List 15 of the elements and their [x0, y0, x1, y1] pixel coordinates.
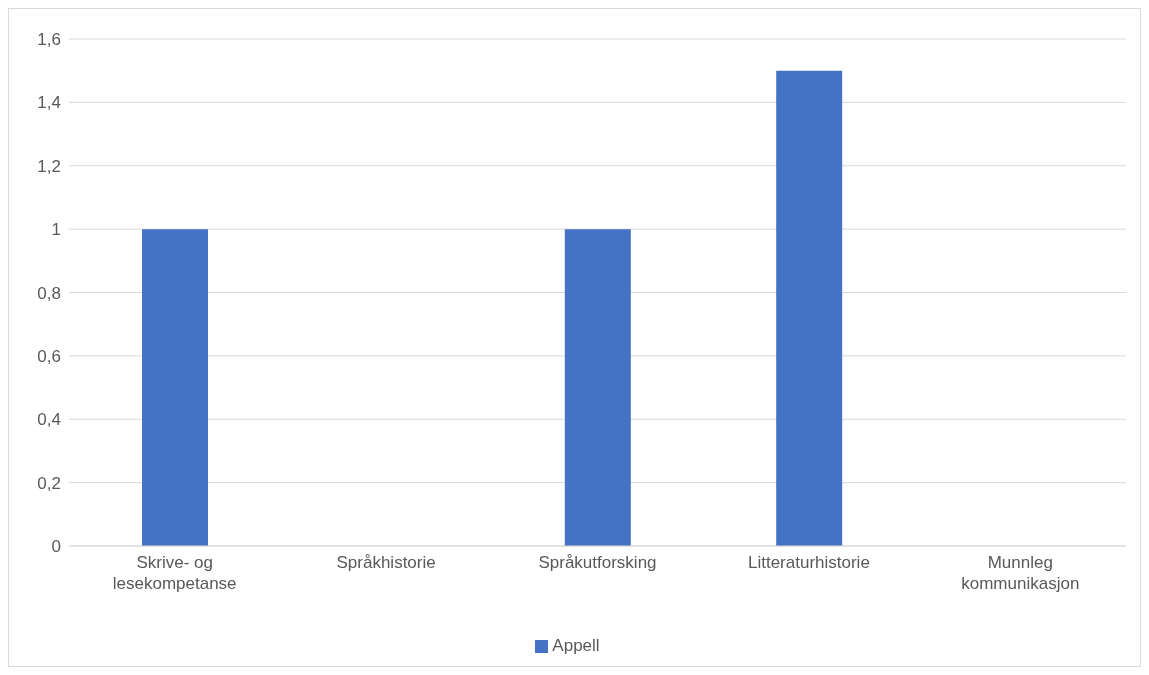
legend-label: Appell	[552, 636, 600, 655]
y-tick-label: 1,6	[37, 30, 61, 50]
x-tick-label: Skrive- og lesekompetanse	[112, 553, 237, 593]
y-tick-label: 0,8	[37, 283, 61, 303]
y-tick-label: 0,2	[37, 473, 61, 493]
x-tick-label: Språkhistorie	[336, 553, 436, 572]
y-tick-label: 0,6	[37, 346, 61, 366]
x-tick-label: Litteraturhistorie	[747, 553, 870, 572]
y-tick-label: 1	[51, 220, 61, 240]
y-tick-label: 0	[51, 537, 61, 557]
y-tick-label: 1,4	[37, 93, 61, 113]
y-tick-label: 0,4	[37, 410, 61, 430]
x-tick-label: Språkutforsking	[538, 553, 657, 572]
y-tick-label: 1,2	[37, 156, 61, 176]
x-tick-label: Munnleg kommunikasjon	[961, 553, 1080, 593]
